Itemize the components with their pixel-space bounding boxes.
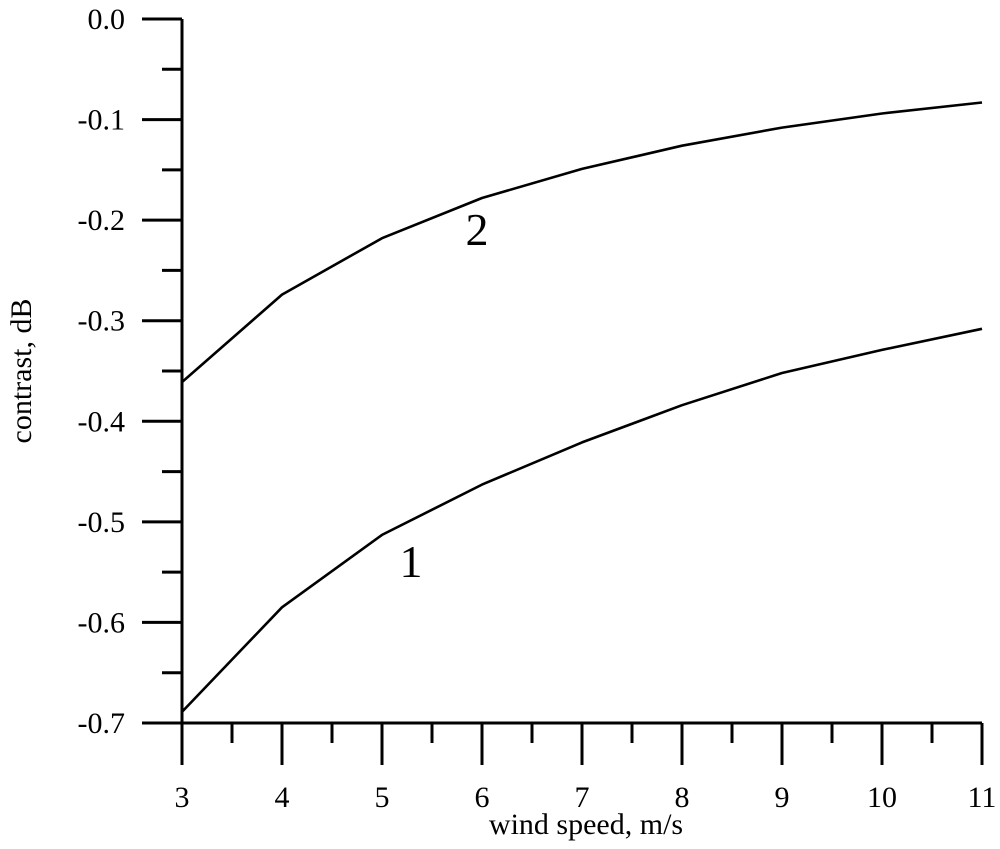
y-tick-label: 0.0 <box>88 3 126 36</box>
x-tick-label: 9 <box>775 781 790 814</box>
ticks-group <box>142 17 984 765</box>
x-tick-label: 6 <box>475 781 490 814</box>
curve-labels-group: 12 <box>400 204 489 587</box>
x-tick-label: 7 <box>575 781 590 814</box>
x-tick-label: 5 <box>375 781 390 814</box>
curves-group <box>181 101 983 713</box>
x-tick-label: 8 <box>675 781 690 814</box>
tick-labels-group: 0.0 -0.1 -0.2 -0.3 -0.4 -0.5 -0.6 -0.7 3 4 5 6 7 8 9 10… <box>78 3 997 814</box>
x-tick-label: 3 <box>175 781 190 814</box>
curve-label-2: 2 <box>466 204 489 255</box>
y-tick-label: -0.1 <box>78 104 126 137</box>
y-tick-label: -0.7 <box>78 707 126 740</box>
y-tick-label: -0.6 <box>78 606 126 639</box>
x-tick-label: 4 <box>275 781 290 814</box>
curve-2 <box>181 101 983 384</box>
x-axis-title: wind speed, m/s <box>489 808 683 841</box>
x-tick-label: 11 <box>968 781 997 814</box>
y-tick-label: -0.3 <box>78 305 126 338</box>
y-axis-title: contrast, dB <box>5 299 38 444</box>
x-tick-label: 10 <box>867 781 897 814</box>
y-tick-label: -0.5 <box>78 506 126 539</box>
y-tick-label: -0.2 <box>78 204 126 237</box>
y-tick-label: -0.4 <box>78 405 126 438</box>
axes-group <box>180 19 982 765</box>
curve-label-1: 1 <box>400 536 423 587</box>
curve-1 <box>181 327 983 713</box>
